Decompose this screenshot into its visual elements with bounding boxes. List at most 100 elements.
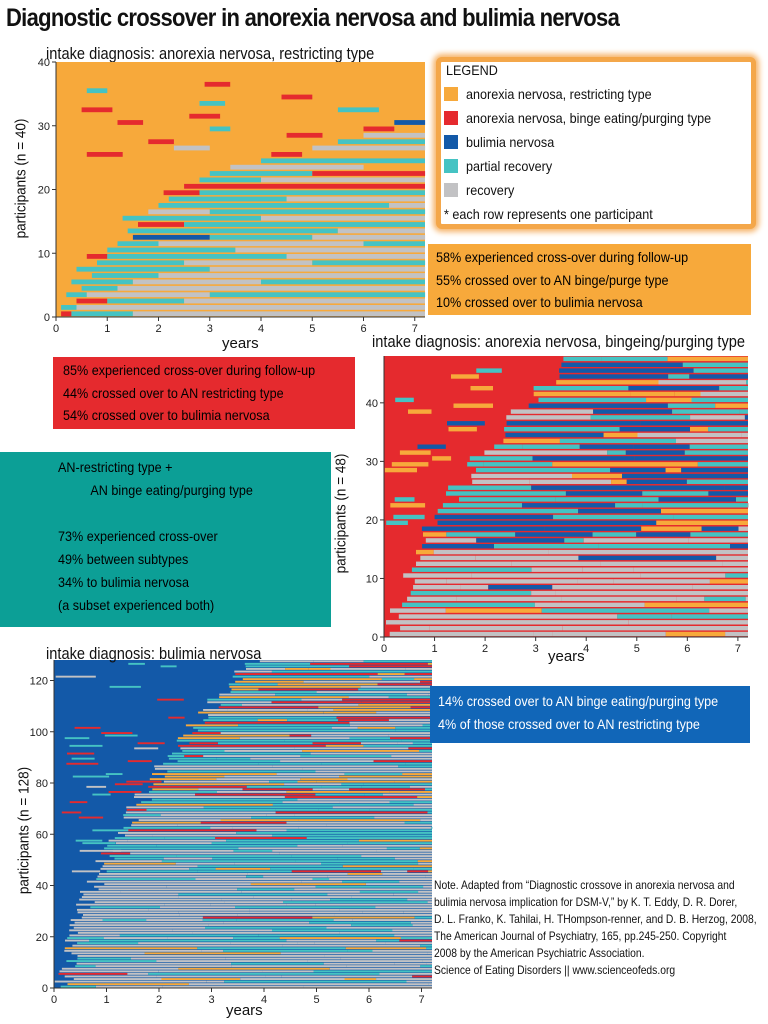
row-segment <box>185 724 239 727</box>
row-segment <box>312 916 415 919</box>
row-segment <box>306 837 432 839</box>
row-segment <box>709 567 748 572</box>
row-segment <box>259 660 314 663</box>
row-segment <box>425 875 432 878</box>
row-segment <box>417 834 432 837</box>
row-segment <box>561 362 683 367</box>
row-segment <box>349 665 432 668</box>
row-segment <box>97 260 185 266</box>
row-segment <box>337 107 379 113</box>
row-segment <box>224 750 303 752</box>
row-segment <box>312 234 426 240</box>
row-segment <box>361 701 432 704</box>
row-segment <box>207 701 272 704</box>
row-segment <box>395 729 432 732</box>
row-segment <box>160 665 177 668</box>
row-segment <box>231 688 259 691</box>
row-segment <box>279 729 396 732</box>
chart-background <box>56 62 425 317</box>
row-segment <box>114 783 143 786</box>
row-segment <box>218 706 319 709</box>
row-segment <box>291 898 331 901</box>
row-segment <box>309 921 411 924</box>
row-segment <box>388 734 432 737</box>
row-segment <box>448 427 477 432</box>
row-segment <box>409 785 432 788</box>
row-segment <box>153 783 285 786</box>
row-segment <box>117 285 425 291</box>
row-segment <box>506 421 641 426</box>
row-segment <box>413 585 461 590</box>
x-tick-label: 5 <box>634 643 640 655</box>
row-segment <box>265 975 282 978</box>
row-segment <box>619 427 690 432</box>
row-segment <box>312 742 361 745</box>
row-segment <box>416 561 512 566</box>
row-segment <box>363 783 432 786</box>
row-segment <box>407 596 457 602</box>
row-segment <box>400 626 430 631</box>
row-segment <box>232 675 370 678</box>
row-segment <box>445 608 542 613</box>
row-segment <box>184 222 425 227</box>
chart1-xlabel: years <box>222 335 259 352</box>
row-segment <box>107 844 157 847</box>
row-segment <box>389 203 425 208</box>
row-segment <box>114 857 164 860</box>
row-segment <box>381 870 408 873</box>
row-segment <box>230 691 317 693</box>
row-segment <box>337 228 425 234</box>
y-tick-label: 20 <box>366 515 378 527</box>
row-segment <box>420 819 432 822</box>
legend-item-an-restricting: anorexia nervosa, restricting type <box>444 86 672 102</box>
row-segment <box>64 947 87 950</box>
row-segment <box>342 880 400 883</box>
row-segment <box>397 742 413 745</box>
row-segment <box>179 914 238 916</box>
row-segment <box>86 292 210 298</box>
x-tick-label: 3 <box>207 323 213 335</box>
row-segment <box>372 949 432 952</box>
chart3-ylabel: participants (n = 128) <box>15 766 33 895</box>
row-segment <box>285 668 309 670</box>
row-segment <box>77 957 132 960</box>
row-segment <box>626 479 687 484</box>
x-tick-label: 2 <box>156 994 162 1006</box>
row-segment <box>258 762 322 765</box>
row-segment <box>130 852 280 855</box>
row-segment <box>420 965 432 968</box>
row-segment <box>126 806 204 809</box>
row-segment <box>108 839 128 842</box>
row-segment <box>128 662 145 665</box>
row-segment <box>394 120 426 125</box>
row-segment <box>315 903 335 906</box>
row-segment <box>67 983 189 986</box>
row-segment <box>297 942 315 945</box>
x-tick-label: 6 <box>360 323 366 335</box>
row-segment <box>132 821 201 824</box>
row-segment <box>184 183 425 189</box>
row-segment <box>407 693 429 696</box>
row-segment <box>340 957 432 960</box>
row-segment <box>433 549 549 555</box>
row-segment <box>324 955 432 957</box>
row-segment <box>197 803 273 806</box>
row-segment <box>422 724 432 727</box>
row-segment <box>636 532 691 537</box>
row-segment <box>208 714 335 716</box>
row-segment <box>55 675 96 678</box>
row-segment <box>665 467 682 473</box>
row-segment <box>184 755 204 757</box>
row-segment <box>336 716 432 719</box>
row-segment <box>413 803 432 806</box>
note-line: bulimia nervosa implication for DSM-V,” … <box>434 895 738 909</box>
row-segment <box>134 796 285 798</box>
stat-line: 14% crossed over to AN binge eating/purg… <box>438 693 719 709</box>
row-segment <box>351 924 413 927</box>
row-segment <box>283 901 428 904</box>
row-segment <box>358 839 432 842</box>
row-segment <box>225 957 341 960</box>
note-line: Science of Eating Disorders || www.scien… <box>434 963 676 977</box>
row-segment <box>74 921 224 924</box>
row-segment <box>64 975 157 978</box>
